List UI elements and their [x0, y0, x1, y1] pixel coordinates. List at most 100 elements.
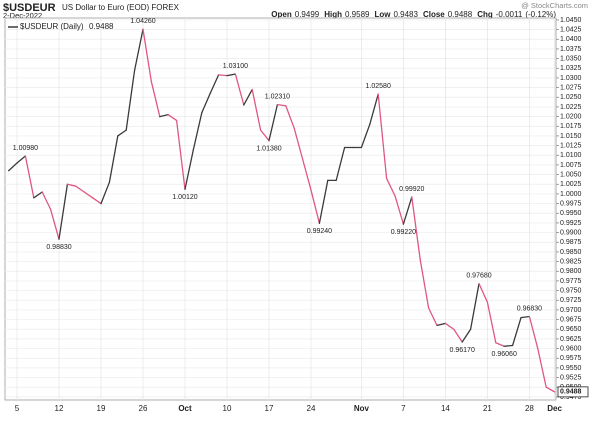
y-tick-label: 0.9775 [560, 278, 582, 285]
quote-value: 0.9488 [448, 10, 473, 19]
x-tick-label: 19 [97, 404, 106, 413]
line-segment [142, 28, 153, 83]
y-tick-label: 1.0450 [560, 17, 582, 24]
line-segment [192, 112, 203, 151]
y-tick-label: 1.0325 [560, 65, 582, 72]
x-tick-label: 10 [223, 404, 232, 413]
legend-value: 0.9488 [89, 22, 114, 31]
quote-label: High [324, 10, 342, 19]
line-segment [385, 177, 396, 197]
y-tick-label: 0.9650 [560, 326, 582, 333]
line-segment [117, 129, 127, 137]
value-label: 0.99220 [391, 229, 416, 236]
chart-title: US Dollar to Euro (EOD) FOREX [62, 3, 180, 12]
line-segment [545, 386, 556, 393]
y-tick-label: 1.0175 [560, 123, 582, 130]
value-label: 0.98830 [46, 244, 71, 251]
y-tick-label: 1.0225 [560, 104, 582, 111]
quote: Open 0.9499 High 0.9589 Low 0.9483 Close 0.9488… [271, 10, 556, 19]
line-segment [184, 148, 195, 190]
line-segment [436, 322, 447, 327]
x-tick-label: Oct [178, 404, 192, 413]
line-segment [100, 181, 111, 205]
line-segment [175, 119, 186, 190]
y-tick-label: 0.9925 [560, 220, 582, 227]
line-segment [108, 135, 119, 183]
value-label: 0.96060 [492, 351, 517, 358]
watermark: @ StockCharts.com [521, 1, 588, 10]
quote-label: Close [423, 10, 445, 19]
line-segment [201, 92, 211, 114]
line-segment [427, 307, 438, 327]
line-segment [251, 88, 262, 131]
x-tick-label: Nov [354, 404, 370, 413]
line-segment [478, 282, 489, 303]
y-tick-label: 1.0400 [560, 36, 582, 43]
line-segment [58, 183, 69, 240]
value-label: 1.00120 [172, 194, 197, 201]
y-tick-label: 1.0300 [560, 75, 582, 82]
y-tick-label: 0.9825 [560, 258, 582, 265]
line-segment [411, 196, 421, 261]
line-segment [125, 69, 136, 131]
line-segment [394, 195, 405, 225]
y-tick-label: 1.0025 [560, 181, 582, 188]
x-tick-label: 14 [441, 404, 450, 413]
value-label: 1.02580 [366, 83, 391, 90]
line-segment [293, 127, 304, 160]
line-segment [243, 88, 253, 106]
line-segment [91, 197, 102, 205]
line-segment [528, 315, 539, 350]
line-segment [520, 315, 531, 319]
line-segment [133, 28, 144, 71]
line-segment [41, 191, 52, 211]
value-label: 0.96830 [517, 305, 542, 312]
quote-value: 0.9499 [295, 10, 320, 19]
last-price: 0.9488 [560, 389, 582, 396]
line-segment [7, 162, 18, 172]
x-tick-label: 7 [401, 404, 406, 413]
line-segment [259, 129, 270, 142]
y-tick-label: 0.9625 [560, 336, 582, 343]
line-segment [444, 322, 455, 330]
line-segment [360, 123, 371, 149]
quote-label: Chg [477, 10, 493, 19]
line-segment [150, 81, 161, 118]
marks [7, 28, 556, 393]
quote-value: 0.9589 [345, 10, 370, 19]
y-tick-label: 0.9800 [560, 268, 582, 275]
legend-label: $USDEUR (Daily) [20, 22, 84, 31]
line-segment [268, 103, 279, 142]
line-segment [301, 158, 312, 191]
y-tick-label: 0.9850 [560, 249, 582, 256]
y-tick-label: 0.9600 [560, 345, 582, 352]
value-label: 1.03100 [223, 63, 248, 70]
y-tick-label: 1.0200 [560, 113, 582, 120]
line-segment [335, 146, 346, 182]
line-segment [377, 93, 388, 180]
y-tick-label: 1.0125 [560, 142, 582, 149]
line-segment [486, 301, 497, 344]
y-tick-label: 1.0275 [560, 84, 582, 91]
y-tick-label: 0.9700 [560, 307, 582, 314]
y-tick-label: 0.9750 [560, 287, 582, 294]
line-segment [66, 183, 77, 187]
x-tick-label: 5 [15, 404, 20, 413]
value-label: 1.04260 [130, 18, 155, 25]
y-tick-label: 0.9875 [560, 239, 582, 246]
plot-frame [4, 17, 557, 401]
line-segment [234, 73, 245, 106]
y-tick-label: 0.9975 [560, 200, 582, 207]
x-tick-label: 24 [307, 404, 316, 413]
quote-value: -0.0011 [496, 10, 523, 19]
y-tick-label: 1.0375 [560, 46, 582, 53]
y-tick-label: 1.0425 [560, 26, 582, 33]
value-label: 1.00980 [13, 145, 38, 152]
value-label: 1.01380 [256, 145, 281, 152]
x-tick-label: 28 [525, 404, 534, 413]
y-tick-label: 1.0100 [560, 152, 582, 159]
line-segment [318, 179, 329, 224]
value-label: 0.99240 [307, 228, 332, 235]
x-tick-label: 26 [139, 404, 148, 413]
